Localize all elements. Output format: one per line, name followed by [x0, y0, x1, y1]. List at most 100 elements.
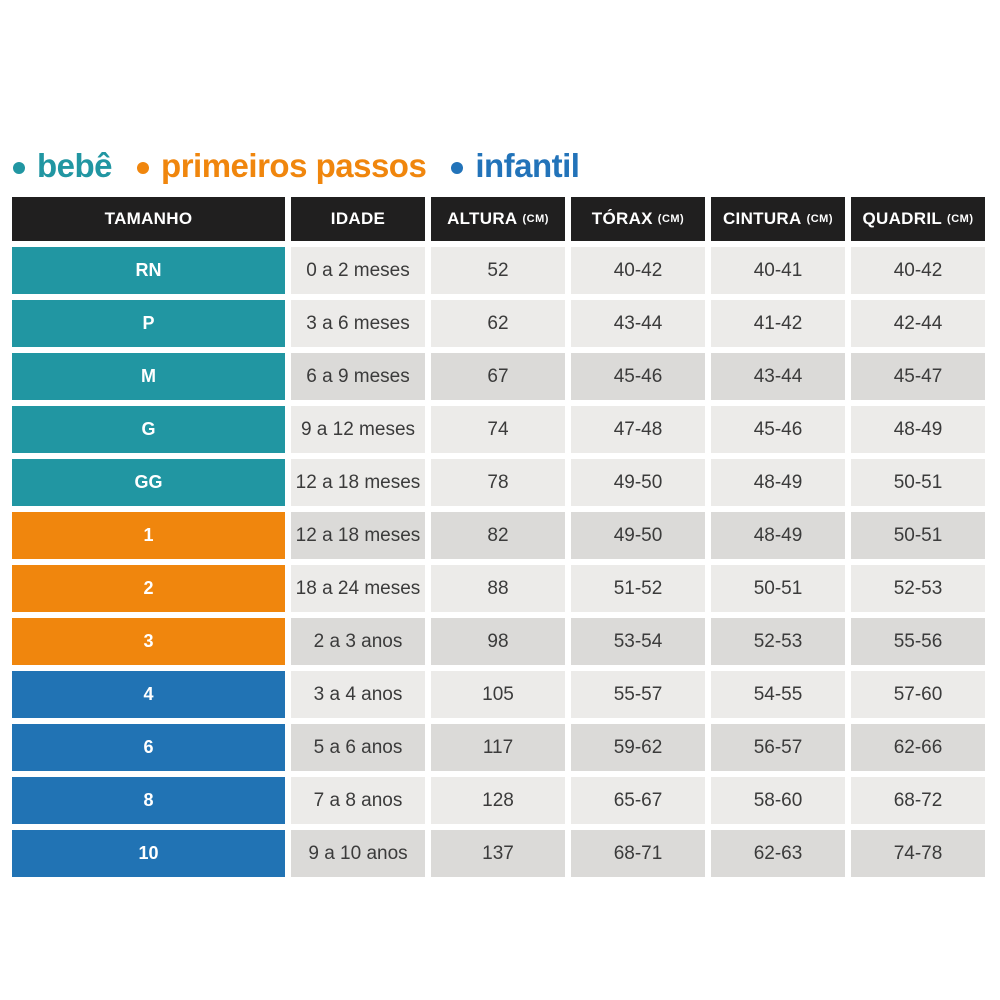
legend-label: bebê: [37, 147, 113, 184]
size-cell: 2: [12, 565, 285, 612]
altura-cell: 117: [431, 724, 565, 771]
column-header: IDADE: [291, 197, 425, 241]
cintura-cell: 48-49: [711, 459, 845, 506]
idade-cell: 7 a 8 anos: [291, 777, 425, 824]
size-cell: 8: [12, 777, 285, 824]
torax-cell: 49-50: [571, 459, 705, 506]
quadril-cell: 48-49: [851, 406, 985, 453]
column-header-label: ALTURA: [447, 209, 518, 228]
altura-cell: 52: [431, 247, 565, 294]
column-header: ALTURA (CM): [431, 197, 565, 241]
column-header-unit: (CM): [522, 213, 549, 225]
column-header: CINTURA (CM): [711, 197, 845, 241]
column-header-label: IDADE: [330, 209, 386, 228]
column-header-label: QUADRIL: [862, 209, 943, 228]
size-cell: 10: [12, 830, 285, 877]
idade-cell: 5 a 6 anos: [291, 724, 425, 771]
altura-cell: 137: [431, 830, 565, 877]
quadril-cell: 55-56: [851, 618, 985, 665]
legend-dot-icon: [137, 161, 150, 174]
torax-cell: 47-48: [571, 406, 705, 453]
legend-item: infantil: [451, 147, 580, 185]
legend-dot-icon: [451, 161, 464, 174]
quadril-cell: 50-51: [851, 459, 985, 506]
idade-cell: 9 a 12 meses: [291, 406, 425, 453]
altura-cell: 128: [431, 777, 565, 824]
torax-cell: 53-54: [571, 618, 705, 665]
idade-cell: 18 a 24 meses: [291, 565, 425, 612]
column-header-label: CINTURA: [722, 209, 802, 228]
idade-cell: 12 a 18 meses: [291, 512, 425, 559]
cintura-cell: 54-55: [711, 671, 845, 718]
legend-dot-icon: [13, 161, 25, 174]
size-cell: 6: [12, 724, 285, 771]
altura-cell: 105: [431, 671, 565, 718]
size-cell: P: [12, 300, 285, 347]
size-cell: 4: [12, 671, 285, 718]
size-cell: 1: [12, 512, 285, 559]
quadril-cell: 42-44: [851, 300, 985, 347]
torax-cell: 59-62: [571, 724, 705, 771]
cintura-cell: 50-51: [711, 565, 845, 612]
column-header-unit: (CM): [806, 213, 834, 225]
column-header: TAMANHO: [12, 197, 285, 241]
cintura-cell: 45-46: [711, 406, 845, 453]
quadril-cell: 74-78: [851, 830, 985, 877]
idade-cell: 6 a 9 meses: [291, 353, 425, 400]
legend: bebê primeiros passos infantil: [13, 143, 580, 189]
column-header-label: TAMANHO: [104, 209, 193, 228]
quadril-cell: 40-42: [851, 247, 985, 294]
torax-cell: 45-46: [571, 353, 705, 400]
column-header-unit: (CM): [657, 213, 685, 225]
column-header: QUADRIL (CM): [851, 197, 985, 241]
size-cell: M: [12, 353, 285, 400]
idade-cell: 3 a 4 anos: [291, 671, 425, 718]
torax-cell: 49-50: [571, 512, 705, 559]
quadril-cell: 45-47: [851, 353, 985, 400]
torax-cell: 55-57: [571, 671, 705, 718]
size-cell: G: [12, 406, 285, 453]
idade-cell: 3 a 6 meses: [291, 300, 425, 347]
idade-cell: 12 a 18 meses: [291, 459, 425, 506]
quadril-cell: 50-51: [851, 512, 985, 559]
altura-cell: 78: [431, 459, 565, 506]
size-cell: RN: [12, 247, 285, 294]
cintura-cell: 62-63: [711, 830, 845, 877]
altura-cell: 88: [431, 565, 565, 612]
cintura-cell: 43-44: [711, 353, 845, 400]
torax-cell: 51-52: [571, 565, 705, 612]
torax-cell: 65-67: [571, 777, 705, 824]
idade-cell: 0 a 2 meses: [291, 247, 425, 294]
legend-item: bebê: [13, 147, 113, 185]
cintura-cell: 48-49: [711, 512, 845, 559]
column-header-label: TÓRAX: [591, 209, 653, 228]
torax-cell: 40-42: [571, 247, 705, 294]
idade-cell: 9 a 10 anos: [291, 830, 425, 877]
altura-cell: 62: [431, 300, 565, 347]
altura-cell: 98: [431, 618, 565, 665]
torax-cell: 68-71: [571, 830, 705, 877]
quadril-cell: 62-66: [851, 724, 985, 771]
cintura-cell: 52-53: [711, 618, 845, 665]
size-cell: 3: [12, 618, 285, 665]
altura-cell: 67: [431, 353, 565, 400]
column-header: TÓRAX (CM): [571, 197, 705, 241]
altura-cell: 74: [431, 406, 565, 453]
cintura-cell: 56-57: [711, 724, 845, 771]
cintura-cell: 40-41: [711, 247, 845, 294]
column-header-unit: (CM): [947, 213, 974, 225]
torax-cell: 43-44: [571, 300, 705, 347]
size-table: TAMANHO IDADE ALTURA (CM) TÓRAX (CM) CIN…: [12, 197, 985, 877]
legend-label: primeiros passos: [161, 147, 427, 184]
size-cell: GG: [12, 459, 285, 506]
idade-cell: 2 a 3 anos: [291, 618, 425, 665]
quadril-cell: 68-72: [851, 777, 985, 824]
quadril-cell: 57-60: [851, 671, 985, 718]
cintura-cell: 58-60: [711, 777, 845, 824]
cintura-cell: 41-42: [711, 300, 845, 347]
legend-label: infantil: [475, 147, 580, 184]
legend-item: primeiros passos: [137, 147, 427, 185]
altura-cell: 82: [431, 512, 565, 559]
quadril-cell: 52-53: [851, 565, 985, 612]
